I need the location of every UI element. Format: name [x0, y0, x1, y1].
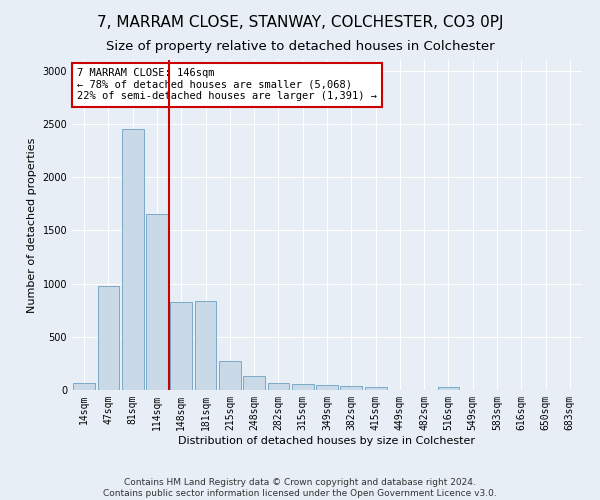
Bar: [194, 300, 217, 390]
Bar: [437, 387, 460, 390]
Y-axis label: Number of detached properties: Number of detached properties: [27, 138, 37, 312]
Bar: [316, 385, 338, 390]
Bar: [146, 214, 168, 390]
Text: Contains HM Land Registry data © Crown copyright and database right 2024.
Contai: Contains HM Land Registry data © Crown c…: [103, 478, 497, 498]
Bar: [97, 286, 119, 390]
Text: 7, MARRAM CLOSE, STANWAY, COLCHESTER, CO3 0PJ: 7, MARRAM CLOSE, STANWAY, COLCHESTER, CO…: [97, 15, 503, 30]
Bar: [365, 387, 386, 390]
Text: 7 MARRAM CLOSE: 146sqm
← 78% of detached houses are smaller (5,068)
22% of semi-: 7 MARRAM CLOSE: 146sqm ← 78% of detached…: [77, 68, 377, 102]
Bar: [340, 386, 362, 390]
Bar: [268, 383, 289, 390]
Bar: [243, 376, 265, 390]
Bar: [219, 362, 241, 390]
Bar: [170, 302, 192, 390]
Bar: [292, 384, 314, 390]
Text: Size of property relative to detached houses in Colchester: Size of property relative to detached ho…: [106, 40, 494, 53]
Bar: [122, 129, 143, 390]
Bar: [73, 382, 95, 390]
X-axis label: Distribution of detached houses by size in Colchester: Distribution of detached houses by size …: [179, 436, 476, 446]
